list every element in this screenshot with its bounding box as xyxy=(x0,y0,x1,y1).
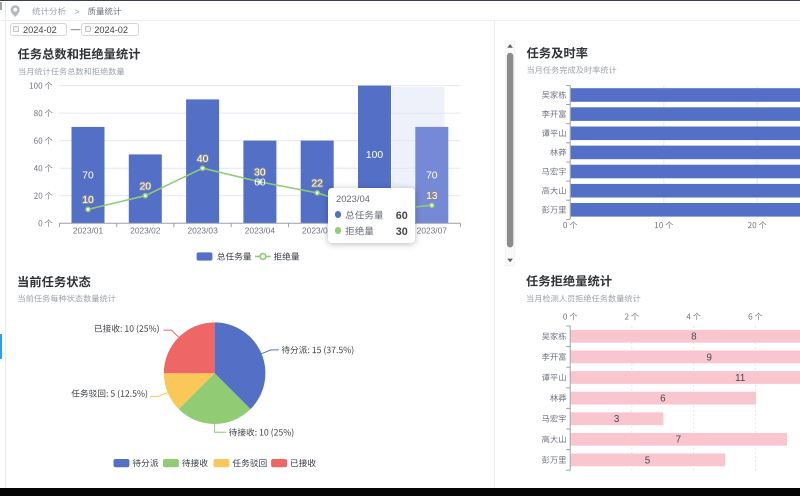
svg-text:8: 8 xyxy=(691,332,697,343)
svg-text:2023/07: 2023/07 xyxy=(417,226,448,236)
svg-text:22: 22 xyxy=(311,179,323,190)
svg-text:100: 100 xyxy=(366,150,383,161)
svg-text:70: 70 xyxy=(426,171,438,182)
svg-text:30: 30 xyxy=(254,168,266,179)
svg-text:30: 30 xyxy=(395,225,407,237)
svg-text:10: 10 xyxy=(82,195,94,206)
svg-text:6: 6 xyxy=(660,394,666,405)
svg-text:2023/01: 2023/01 xyxy=(73,226,104,236)
svg-text:60: 60 xyxy=(254,178,266,189)
svg-text:11: 11 xyxy=(735,373,745,384)
svg-text:7: 7 xyxy=(676,435,681,446)
svg-text:5: 5 xyxy=(645,455,651,466)
svg-text:2023/02: 2023/02 xyxy=(130,226,161,236)
svg-text:9: 9 xyxy=(706,352,711,363)
svg-text:2023/03: 2023/03 xyxy=(187,226,218,236)
svg-text:2023/04: 2023/04 xyxy=(245,226,276,236)
svg-text:13: 13 xyxy=(426,191,438,202)
svg-text:70: 70 xyxy=(82,171,94,182)
svg-text:60: 60 xyxy=(395,209,407,221)
svg-text:40: 40 xyxy=(197,154,209,165)
svg-text:>: > xyxy=(75,6,80,16)
svg-text:3: 3 xyxy=(614,414,620,425)
svg-text:2023/05: 2023/05 xyxy=(302,226,333,236)
svg-text:20: 20 xyxy=(140,181,152,192)
